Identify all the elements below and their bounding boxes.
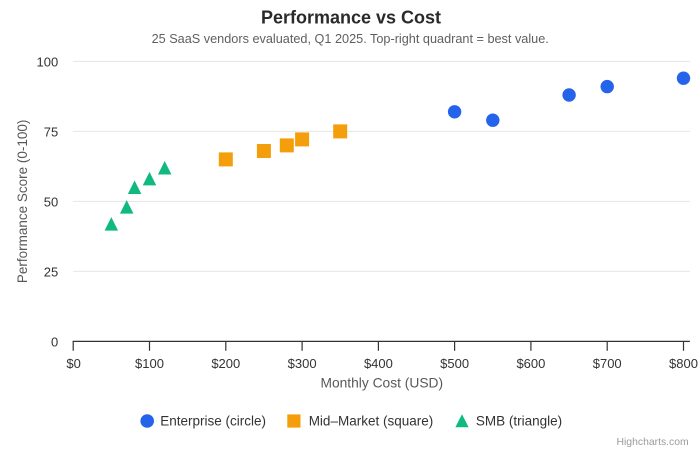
svg-text:100: 100 [36,54,58,69]
svg-text:0: 0 [51,334,58,349]
svg-text:$200: $200 [211,356,240,371]
svg-text:25 SaaS vendors evaluated, Q1: 25 SaaS vendors evaluated, Q1 2025. Top-… [152,32,549,46]
svg-text:Monthly Cost (USD): Monthly Cost (USD) [320,376,443,391]
svg-text:Enterprise (circle): Enterprise (circle) [160,413,266,428]
svg-text:$600: $600 [516,356,545,371]
svg-text:50: 50 [44,194,58,209]
svg-text:SMB (triangle): SMB (triangle) [476,413,562,428]
svg-text:$800: $800 [669,356,698,371]
svg-text:$500: $500 [440,356,469,371]
svg-text:Mid–Market (square): Mid–Market (square) [309,413,434,428]
svg-text:$100: $100 [135,356,164,371]
svg-text:$700: $700 [593,356,622,371]
svg-text:75: 75 [44,124,58,139]
svg-text:Performance Score (0-100): Performance Score (0-100) [15,120,30,284]
svg-text:25: 25 [44,264,58,279]
svg-text:$0: $0 [66,356,80,371]
svg-text:$300: $300 [288,356,317,371]
svg-text:Highcharts.com: Highcharts.com [617,437,689,448]
svg-text:$400: $400 [364,356,393,371]
svg-text:Performance vs Cost: Performance vs Cost [261,8,441,28]
